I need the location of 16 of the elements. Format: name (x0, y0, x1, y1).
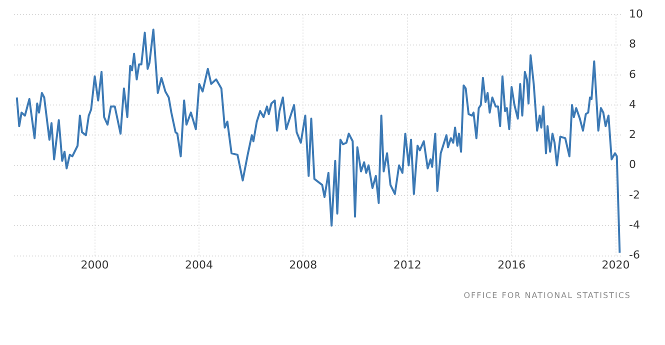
y-tick-label: 6 (629, 68, 636, 81)
y-tick-label: -2 (629, 188, 640, 202)
y-tick-label: 4 (629, 98, 636, 111)
x-tick-label: 2012 (393, 258, 422, 272)
y-tick-label: -4 (629, 218, 640, 232)
y-tick-label: 10 (629, 7, 644, 20)
y-tick-label: -6 (629, 248, 640, 262)
x-tick-label: 2016 (498, 258, 526, 272)
y-tick-label: 2 (629, 128, 636, 142)
x-tick-label: 2008 (289, 258, 318, 272)
text: OFFICE FOR NATIONAL STATISTICS (464, 290, 632, 300)
y-tick-label: 8 (629, 38, 636, 51)
y-tick-label: 0 (629, 158, 636, 172)
x-tick-label: 2000 (80, 258, 109, 272)
x-tick-label: 2020 (602, 258, 630, 272)
x-tick-label: 2004 (184, 258, 213, 272)
